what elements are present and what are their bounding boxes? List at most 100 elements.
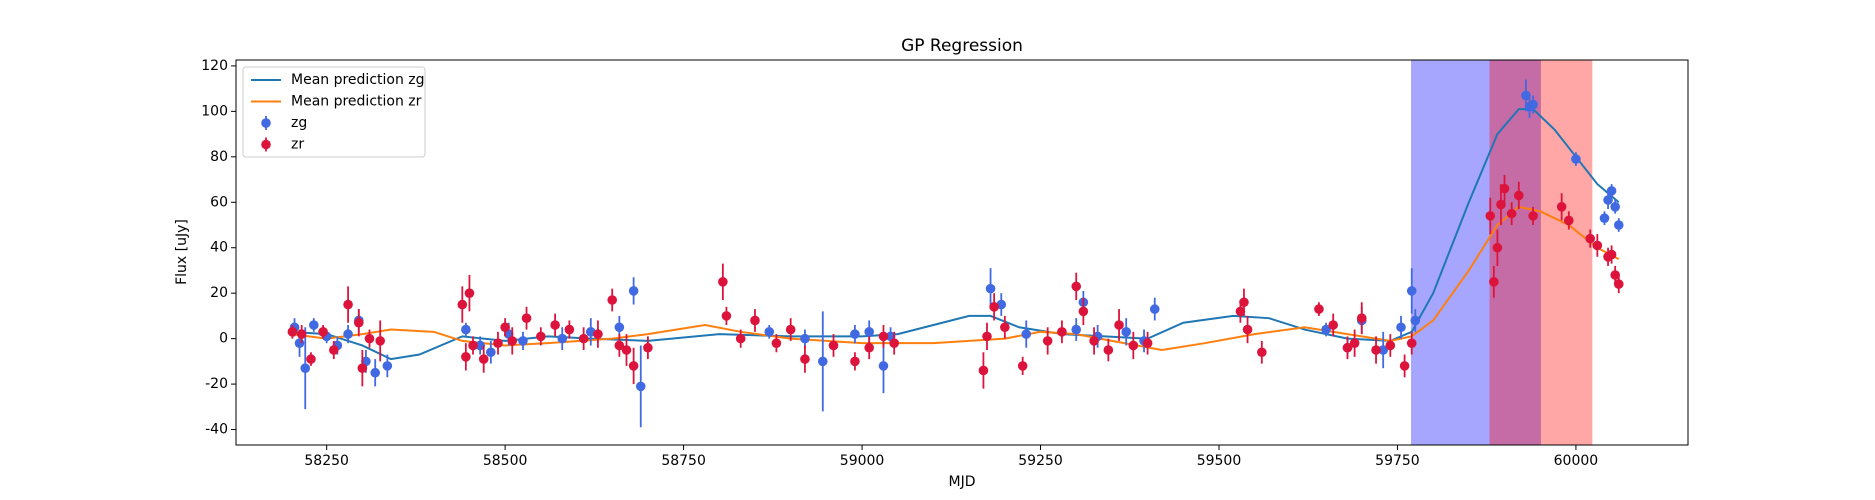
data-point — [764, 327, 775, 337]
data-point — [614, 340, 625, 351]
data-point — [306, 354, 316, 364]
x-tick-label: 58500 — [483, 453, 528, 469]
data-point — [771, 338, 782, 348]
data-point — [735, 333, 746, 344]
data-point — [1571, 154, 1581, 164]
data-point — [536, 331, 546, 342]
data-point — [287, 327, 298, 337]
data-point — [1371, 345, 1381, 355]
data-point — [370, 367, 381, 378]
data-point — [1406, 286, 1417, 296]
data-point — [817, 356, 828, 367]
data-point — [1563, 215, 1574, 226]
x-tick-label: 59500 — [1197, 453, 1242, 469]
legend: Mean prediction zg Mean prediction zr zg zr — [242, 66, 426, 158]
data-point — [461, 352, 471, 362]
data-point — [507, 336, 518, 346]
legend-label: zg — [291, 115, 307, 131]
data-point — [628, 286, 639, 296]
data-point — [343, 299, 353, 310]
data-point — [550, 320, 560, 330]
data-point — [850, 356, 860, 367]
data-point — [1606, 249, 1617, 260]
data-point — [1606, 186, 1617, 196]
data-point — [800, 333, 810, 344]
legend-label: zr — [291, 137, 304, 153]
data-point — [889, 338, 899, 348]
data-point — [1057, 327, 1067, 337]
data-point — [628, 361, 639, 371]
data-point — [1103, 345, 1114, 355]
data-point — [1089, 336, 1099, 346]
legend-box — [242, 66, 426, 158]
data-point — [643, 342, 653, 353]
data-point — [1396, 322, 1406, 333]
data-point — [1528, 99, 1538, 110]
data-point — [985, 283, 996, 294]
data-point — [1342, 342, 1353, 353]
data-point — [1378, 345, 1388, 355]
data-point — [1406, 338, 1417, 348]
data-point — [564, 324, 575, 335]
x-tick-label: 59250 — [1018, 453, 1063, 469]
data-point — [557, 333, 568, 344]
chart-title: GP Regression — [901, 36, 1023, 56]
data-point — [343, 329, 353, 339]
data-point — [1521, 90, 1531, 101]
data-point — [978, 365, 989, 376]
data-point — [1603, 195, 1613, 205]
data-point — [1514, 190, 1524, 201]
data-point — [800, 354, 810, 364]
plot-frame — [235, 59, 1689, 446]
y-tick-label: 120 — [201, 58, 228, 74]
data-point — [309, 320, 319, 330]
data-point — [1242, 324, 1253, 335]
x-tick-label: 60000 — [1554, 453, 1599, 469]
y-tick-label: 100 — [201, 103, 228, 119]
data-point — [478, 354, 489, 364]
data-point — [1235, 306, 1246, 317]
data-point — [864, 327, 874, 337]
data-point — [1585, 233, 1596, 244]
data-point — [607, 295, 618, 305]
data-point — [353, 317, 364, 328]
data-point — [464, 288, 475, 298]
data-point — [1613, 220, 1624, 230]
data-point — [635, 381, 646, 392]
data-point — [1592, 240, 1603, 251]
legend-label: Mean prediction zg — [291, 72, 425, 88]
legend-label: Mean prediction zr — [291, 94, 422, 110]
y-tick-label: -20 — [205, 376, 228, 392]
data-point — [1071, 281, 1082, 292]
data-point — [457, 299, 468, 310]
y-tick-label: 0 — [219, 331, 228, 347]
data-point — [578, 333, 589, 344]
data-point — [614, 322, 625, 333]
y-tick-label: 60 — [210, 194, 228, 210]
shaded-span — [1411, 60, 1541, 445]
y-tick-label: 40 — [210, 240, 228, 256]
data-point — [486, 347, 496, 358]
data-point — [1314, 304, 1324, 314]
data-point — [300, 363, 311, 373]
data-point — [1149, 304, 1160, 314]
data-point — [1506, 208, 1517, 219]
data-point — [475, 340, 485, 351]
data-point — [1349, 338, 1360, 348]
data-point — [1042, 336, 1053, 346]
data-point — [1071, 324, 1082, 335]
data-point — [878, 331, 889, 342]
data-point — [721, 311, 732, 321]
x-tick-label: 58750 — [661, 453, 706, 469]
x-tick-label: 59000 — [840, 453, 885, 469]
x-axis-label: MJD — [949, 474, 976, 490]
data-point — [364, 333, 375, 344]
data-point — [1321, 324, 1331, 335]
data-point — [382, 361, 393, 371]
data-point — [982, 331, 992, 342]
data-point — [375, 336, 386, 346]
data-point — [1485, 211, 1496, 221]
data-point — [1399, 361, 1410, 371]
data-point — [621, 345, 632, 355]
data-point — [1499, 183, 1510, 194]
